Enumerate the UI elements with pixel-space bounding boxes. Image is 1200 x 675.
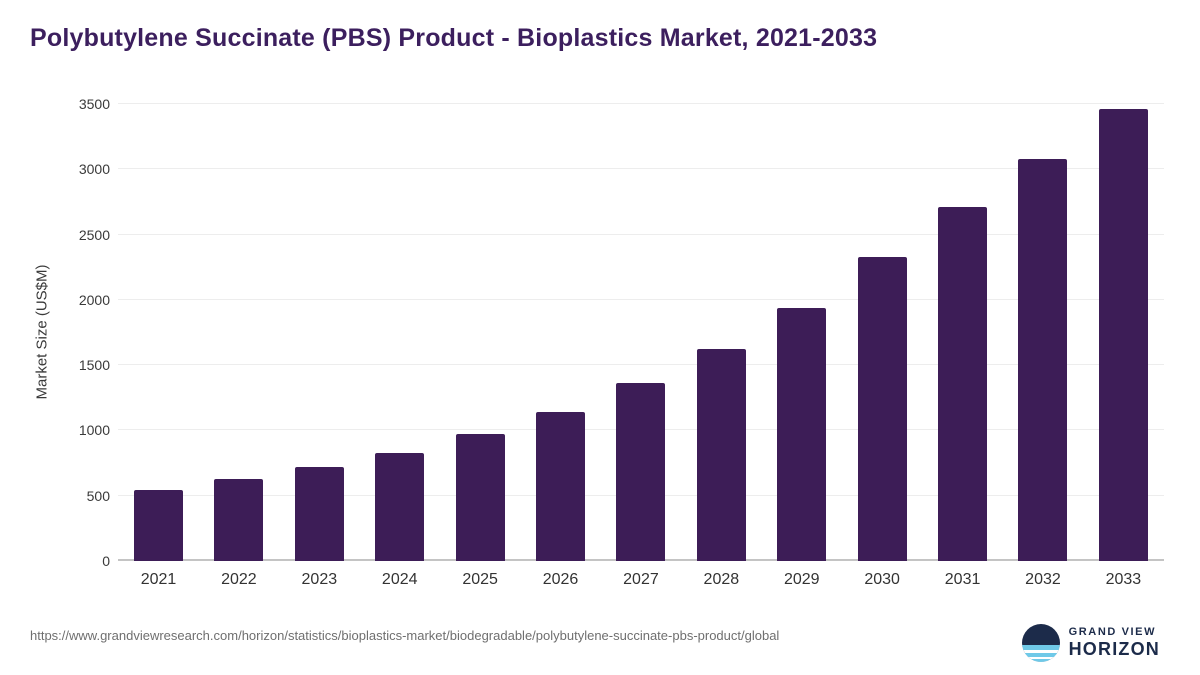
x-tick-label: 2033 <box>1105 571 1142 588</box>
y-tick-label: 0 <box>102 553 110 569</box>
x-tick-label: 2026 <box>542 571 579 588</box>
bar <box>1098 109 1148 561</box>
bar-slot <box>857 104 907 561</box>
x-tick-label: 2032 <box>1025 571 1061 588</box>
y-tick-label: 3000 <box>78 161 110 178</box>
y-axis-label: Market Size (US$M) <box>33 264 51 400</box>
x-tick-label: 2024 <box>381 571 418 588</box>
bar-slot <box>1018 104 1068 561</box>
bar <box>857 256 907 561</box>
y-tick-label: 500 <box>86 487 110 504</box>
bar-slot <box>294 104 344 561</box>
bar <box>938 207 988 561</box>
x-tick-label: 2021 <box>140 571 177 588</box>
x-tick-label: 2031 <box>944 571 981 588</box>
plot-area <box>118 103 1164 561</box>
bar-slot <box>214 104 264 561</box>
bar <box>214 479 264 561</box>
y-tick-label: 2000 <box>78 291 110 308</box>
bar-slot <box>536 104 586 561</box>
bar-slot <box>375 104 425 561</box>
bar <box>777 307 827 561</box>
bar <box>134 489 183 561</box>
bar <box>375 452 425 561</box>
x-tick-label: 2023 <box>301 571 338 588</box>
bar <box>294 467 344 561</box>
page-title: Polybutylene Succinate (PBS) Product - B… <box>30 24 878 52</box>
bar-slot <box>616 104 666 561</box>
bar-slot <box>1098 104 1148 561</box>
x-tick-label: 2022 <box>221 571 257 588</box>
x-tick-label: 2027 <box>623 571 659 588</box>
y-tick-label: 1500 <box>78 357 110 374</box>
gridline <box>118 168 1164 170</box>
bar-slot <box>777 104 827 561</box>
source-url: https://www.grandviewresearch.com/horizo… <box>30 628 780 643</box>
logo-grand-view-label: GRAND VIEW <box>1068 626 1157 639</box>
bar <box>455 433 505 561</box>
x-tick-label: 2029 <box>783 571 820 588</box>
bar-slot <box>938 104 988 561</box>
y-tick-label: 2500 <box>78 226 110 243</box>
bar-slot <box>696 104 746 561</box>
bar <box>1018 158 1068 561</box>
gridline <box>118 233 1164 235</box>
bar <box>536 411 586 561</box>
gridline <box>118 298 1164 300</box>
horizon-logo-icon <box>1021 624 1060 662</box>
x-tick-label: 2025 <box>462 571 498 588</box>
bar <box>616 383 666 561</box>
x-labels: 2021 2022 2023 2024 2025 2026 2027 2028 2029 2030… <box>118 561 1164 589</box>
x-tick-label: 2030 <box>864 571 900 588</box>
bar-slot <box>455 104 505 561</box>
bar-slot <box>134 104 183 561</box>
x-tick-label: 2028 <box>703 571 740 588</box>
logo-horizon-label: HORIZON <box>1068 638 1160 659</box>
y-tick-label: 3500 <box>78 96 110 112</box>
gridline <box>118 103 1164 104</box>
y-tick-label: 1000 <box>78 422 110 439</box>
logo: GRAND VIEW HORIZON <box>1021 624 1160 662</box>
bars <box>118 104 1164 561</box>
bar <box>696 349 746 561</box>
logo-text: GRAND VIEW HORIZON <box>1069 626 1160 659</box>
gridline <box>118 364 1164 366</box>
y-tick-labels: 0 500 1000 1500 2000 2500 3000 3500 <box>58 96 110 569</box>
